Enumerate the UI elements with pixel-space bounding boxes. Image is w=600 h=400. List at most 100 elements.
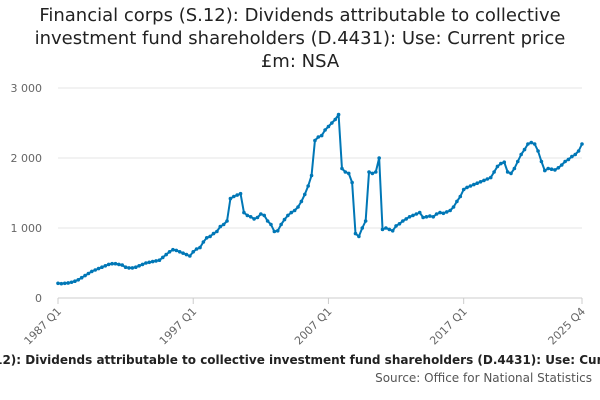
data-point[interactable] — [370, 171, 375, 176]
data-point[interactable] — [113, 261, 118, 266]
data-point[interactable] — [319, 133, 324, 138]
data-point[interactable] — [394, 224, 398, 228]
data-point[interactable] — [387, 227, 392, 232]
data-point[interactable] — [441, 211, 446, 216]
data-point[interactable] — [465, 185, 469, 190]
data-point[interactable] — [576, 149, 581, 153]
data-point[interactable] — [208, 234, 212, 239]
data-point[interactable] — [292, 208, 297, 213]
credits[interactable]: Source: Office for National Statistics — [375, 371, 592, 385]
data-point[interactable] — [570, 154, 574, 159]
data-point[interactable] — [559, 163, 564, 167]
data-point[interactable] — [414, 212, 419, 216]
data-point[interactable] — [451, 205, 456, 209]
data-point[interactable] — [512, 166, 517, 171]
data-point[interactable] — [90, 269, 94, 274]
data-point[interactable] — [252, 217, 256, 221]
data-point[interactable] — [505, 170, 510, 174]
data-point[interactable] — [137, 264, 141, 268]
data-point[interactable] — [384, 226, 388, 230]
data-point[interactable] — [417, 210, 422, 215]
data-point[interactable] — [248, 215, 253, 219]
data-point[interactable] — [144, 261, 148, 265]
data-point[interactable] — [231, 194, 236, 199]
data-point[interactable] — [56, 281, 60, 286]
data-point[interactable] — [218, 224, 223, 229]
data-point[interactable] — [424, 215, 429, 219]
data-point[interactable] — [73, 279, 77, 284]
data-point[interactable] — [401, 219, 405, 223]
series-line[interactable] — [57, 113, 583, 285]
data-point[interactable] — [265, 219, 270, 223]
data-point[interactable] — [296, 205, 300, 209]
data-point[interactable] — [546, 166, 550, 171]
data-point[interactable] — [225, 219, 229, 223]
data-point[interactable] — [502, 160, 507, 164]
data-point[interactable] — [373, 170, 378, 174]
data-point[interactable] — [198, 245, 202, 250]
data-point[interactable] — [397, 222, 402, 226]
data-point[interactable] — [404, 217, 409, 221]
data-point[interactable] — [204, 236, 209, 240]
data-point[interactable] — [431, 215, 436, 219]
data-point[interactable] — [245, 213, 250, 218]
data-point[interactable] — [110, 261, 114, 266]
series-group[interactable] — [56, 112, 584, 286]
data-point[interactable] — [444, 210, 449, 214]
data-point[interactable] — [411, 213, 415, 218]
legend[interactable]: Financial corps (S.12): Dividends attrib… — [0, 353, 600, 367]
data-point[interactable] — [191, 250, 196, 254]
data-point[interactable] — [299, 199, 304, 204]
data-point[interactable] — [309, 173, 314, 178]
data-point[interactable] — [455, 199, 459, 204]
data-point[interactable] — [367, 170, 371, 174]
data-point[interactable] — [150, 259, 155, 264]
data-point[interactable] — [174, 248, 179, 253]
data-point[interactable] — [509, 171, 513, 176]
data-point[interactable] — [127, 266, 131, 270]
data-point[interactable] — [343, 170, 348, 174]
data-point[interactable] — [563, 159, 567, 164]
data-point[interactable] — [133, 265, 138, 270]
data-point[interactable] — [499, 161, 503, 166]
data-point[interactable] — [302, 192, 307, 197]
data-point[interactable] — [553, 168, 557, 172]
data-point[interactable] — [549, 167, 554, 171]
data-point[interactable] — [580, 142, 584, 146]
data-point[interactable] — [171, 247, 175, 252]
data-point[interactable] — [147, 260, 152, 265]
data-point[interactable] — [543, 168, 547, 173]
data-point[interactable] — [140, 262, 145, 267]
data-point[interactable] — [340, 166, 344, 171]
data-point[interactable] — [532, 142, 537, 146]
credits-text[interactable]: Source: Office for National Statistics — [375, 371, 592, 385]
data-point[interactable] — [336, 112, 341, 117]
data-point[interactable] — [262, 213, 267, 218]
data-point[interactable] — [478, 180, 483, 184]
data-point[interactable] — [255, 215, 260, 220]
data-point[interactable] — [556, 166, 561, 170]
data-point[interactable] — [428, 214, 432, 218]
data-point[interactable] — [286, 213, 290, 218]
data-point[interactable] — [350, 180, 354, 185]
data-point[interactable] — [282, 217, 287, 222]
data-point[interactable] — [330, 121, 334, 125]
data-point[interactable] — [485, 177, 490, 181]
data-point[interactable] — [313, 138, 317, 143]
data-point[interactable] — [438, 210, 442, 215]
data-point[interactable] — [333, 117, 338, 122]
data-point[interactable] — [130, 266, 135, 270]
data-point[interactable] — [346, 171, 351, 176]
data-point[interactable] — [272, 229, 277, 234]
data-point[interactable] — [79, 275, 84, 280]
data-point[interactable] — [154, 259, 158, 263]
data-point[interactable] — [275, 229, 280, 233]
data-point[interactable] — [495, 164, 500, 169]
data-point[interactable] — [434, 212, 439, 216]
data-point[interactable] — [519, 152, 523, 157]
data-point[interactable] — [357, 234, 361, 239]
data-point[interactable] — [242, 210, 246, 215]
data-point[interactable] — [269, 222, 273, 227]
data-point[interactable] — [177, 250, 182, 254]
